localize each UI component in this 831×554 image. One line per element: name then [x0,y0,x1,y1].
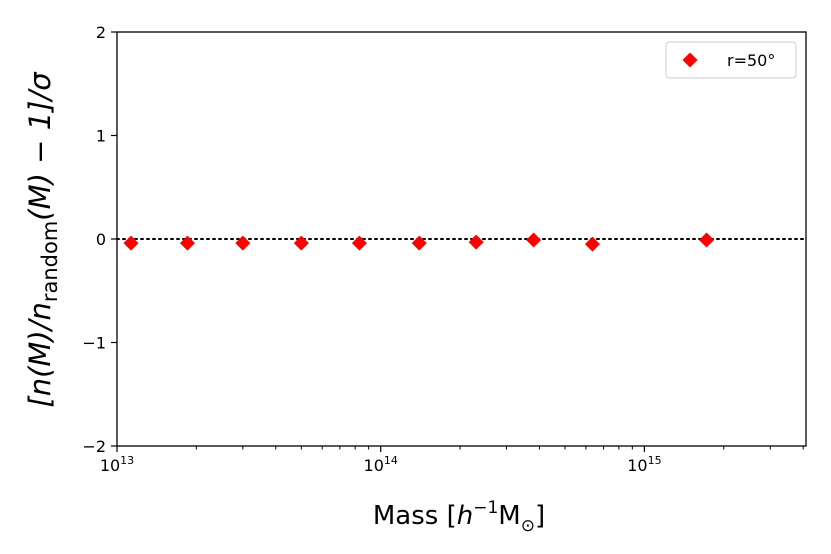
data-point [235,235,251,251]
data-point [468,234,484,250]
y-tick-label: 0 [96,230,106,249]
data-point [699,232,715,248]
plot-area [116,232,807,252]
y-axis-label: [n(M)/nrandom(M) − 1]/σ [23,71,62,408]
data-point [123,235,139,251]
x-tick-label: 1014 [364,454,398,475]
x-tick-label: 1015 [627,454,661,475]
y-tick-label: −2 [82,437,106,456]
legend: r=50° [665,41,797,79]
y-tick-label: −1 [82,334,106,353]
x-axis-label: Mass [h−1M⊙] [373,498,545,536]
data-point [351,235,367,251]
data-point [584,236,600,252]
data-point [526,232,542,248]
data-point [179,235,195,251]
data-point [293,235,309,251]
data-point [411,235,427,251]
legend-box [665,41,797,79]
y-tick-label: 2 [96,23,106,42]
y-tick-label: 1 [96,127,106,146]
legend-marker-diamond [682,52,698,68]
axes: −2 −1 0 1 2 1013 1014 1015 [82,23,807,475]
x-tick-label: 1013 [100,454,134,475]
legend-label: r=50° [727,51,775,70]
